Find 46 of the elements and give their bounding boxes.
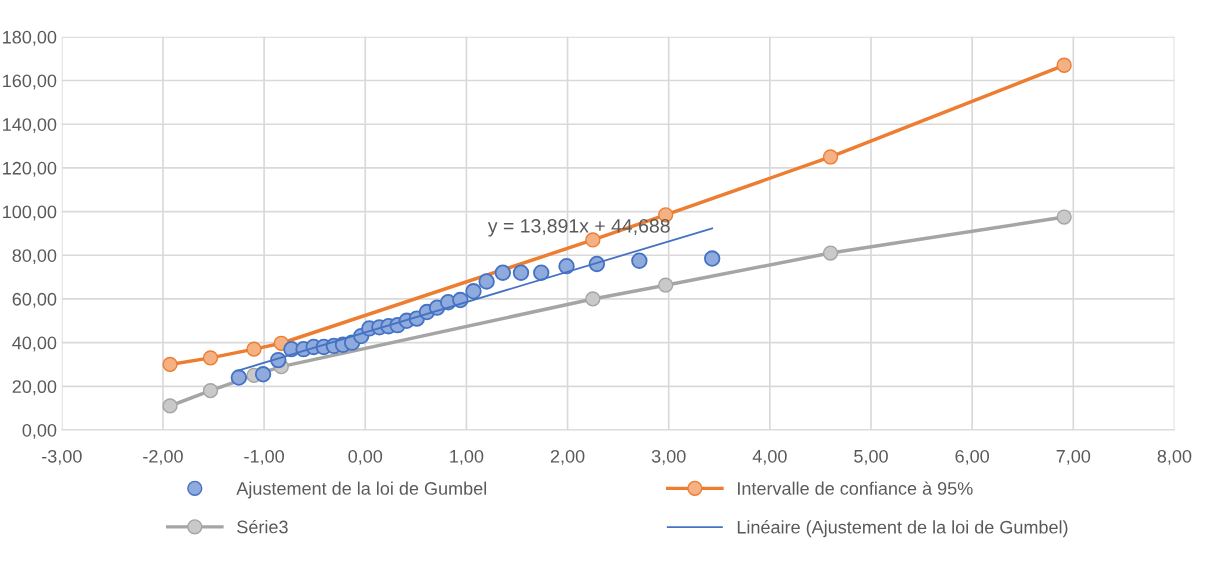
- y-tick-label: 120,00: [3, 161, 57, 177]
- point: [703, 250, 721, 267]
- point: [254, 366, 272, 383]
- x-tick-label: 4,00: [752, 449, 787, 465]
- point: [631, 252, 648, 269]
- x-tick-label: 8,00: [1157, 449, 1192, 465]
- point: [202, 350, 219, 366]
- legend-label: Ajustement de la loi de Gumbel: [236, 481, 487, 499]
- y-tick-label: 60,00: [12, 292, 57, 308]
- y-tick-label: 100,00: [3, 205, 57, 221]
- legend-label: Linéaire (Ajustement de la loi de Gumbel): [737, 520, 1068, 538]
- x-tick-label: 2,00: [550, 449, 585, 465]
- point: [512, 264, 530, 281]
- x-tick-label: 1,00: [450, 449, 484, 465]
- point: [533, 264, 550, 281]
- y-tick-label: 0,00: [22, 423, 57, 439]
- point: [465, 283, 482, 300]
- y-tick-label: 20,00: [12, 380, 57, 396]
- point: [822, 149, 839, 165]
- y-tick-label: 80,00: [12, 249, 57, 265]
- y-tick-label: 180,00: [3, 30, 57, 46]
- y-tick-label: 160,00: [3, 74, 57, 90]
- point: [658, 277, 674, 293]
- x-tick-label: 0,00: [348, 449, 383, 465]
- point: [246, 341, 262, 357]
- point: [202, 383, 219, 399]
- point: [162, 356, 178, 373]
- legend-label: Intervalle de confiance à 95%: [738, 481, 973, 495]
- x-tick-label: -2,00: [143, 449, 183, 465]
- x-tick-label: 7,00: [1056, 449, 1091, 465]
- point: [1056, 57, 1072, 73]
- point: [478, 273, 495, 290]
- x-tick-label: 6,00: [955, 449, 989, 465]
- x-tick-label: -3,00: [42, 449, 82, 465]
- legend-label: Série3: [237, 519, 288, 534]
- y-tick-label: 140,00: [3, 118, 57, 134]
- x-tick-label: 5,00: [854, 449, 888, 465]
- point: [822, 245, 839, 261]
- x-tick-label: -1,00: [244, 449, 284, 465]
- x-tick-label: 3,00: [651, 449, 686, 465]
- y-tick-label: 40,00: [12, 336, 57, 352]
- point: [162, 398, 178, 414]
- point: [494, 264, 512, 281]
- point: [230, 369, 248, 386]
- point: [585, 291, 601, 307]
- point: [1056, 209, 1072, 225]
